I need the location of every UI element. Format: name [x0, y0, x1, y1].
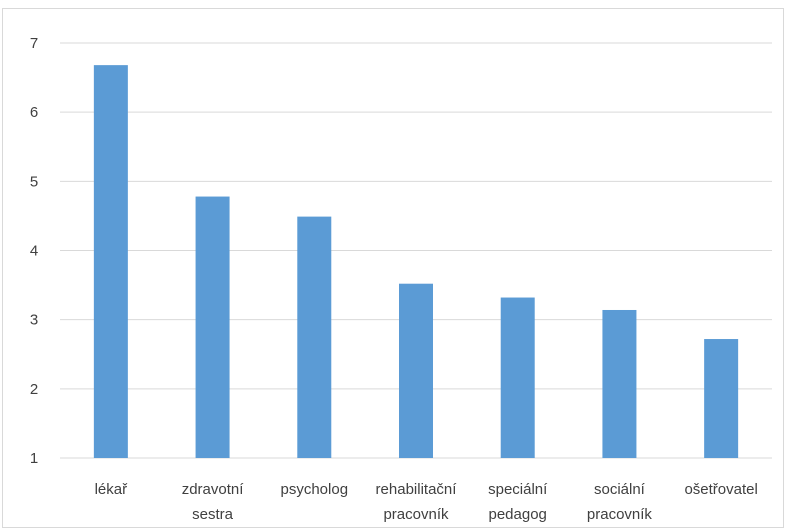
y-tick-label: 7	[30, 35, 38, 52]
y-tick-label: 6	[30, 104, 38, 121]
y-tick-label: 2	[30, 381, 38, 398]
bars	[93, 65, 739, 459]
chart-frame	[2, 8, 784, 528]
x-category-label: lékař	[95, 481, 129, 498]
bar	[704, 339, 739, 458]
bar	[602, 309, 637, 458]
x-category-label: rehabilitační	[376, 481, 458, 498]
y-tick-label: 3	[30, 312, 38, 329]
x-category-label: psycholog	[281, 481, 349, 498]
x-category-label: zdravotní	[182, 481, 245, 498]
bar	[195, 196, 230, 459]
x-category-label: pracovník	[587, 506, 653, 523]
bar	[93, 65, 128, 458]
y-tick-label: 4	[30, 243, 38, 260]
x-category-label: pracovník	[383, 506, 449, 523]
x-category-label: sestra	[192, 506, 234, 523]
bar	[399, 283, 433, 458]
bar	[297, 216, 332, 458]
x-category-label: speciální	[488, 481, 548, 498]
x-category-label: pedagog	[489, 506, 547, 523]
x-category-label: sociální	[594, 481, 646, 498]
gridlines	[60, 42, 772, 459]
x-category-label: ošetřovatel	[684, 481, 757, 498]
y-tick-label: 5	[30, 173, 38, 190]
x-axis-labels: lékař zdravotní sestra psycholog rehabilitač…	[95, 481, 758, 523]
y-axis-ticks: 1 2 3 4 5 6 7	[30, 35, 38, 467]
bar	[500, 297, 535, 458]
y-tick-label: 1	[30, 450, 38, 467]
